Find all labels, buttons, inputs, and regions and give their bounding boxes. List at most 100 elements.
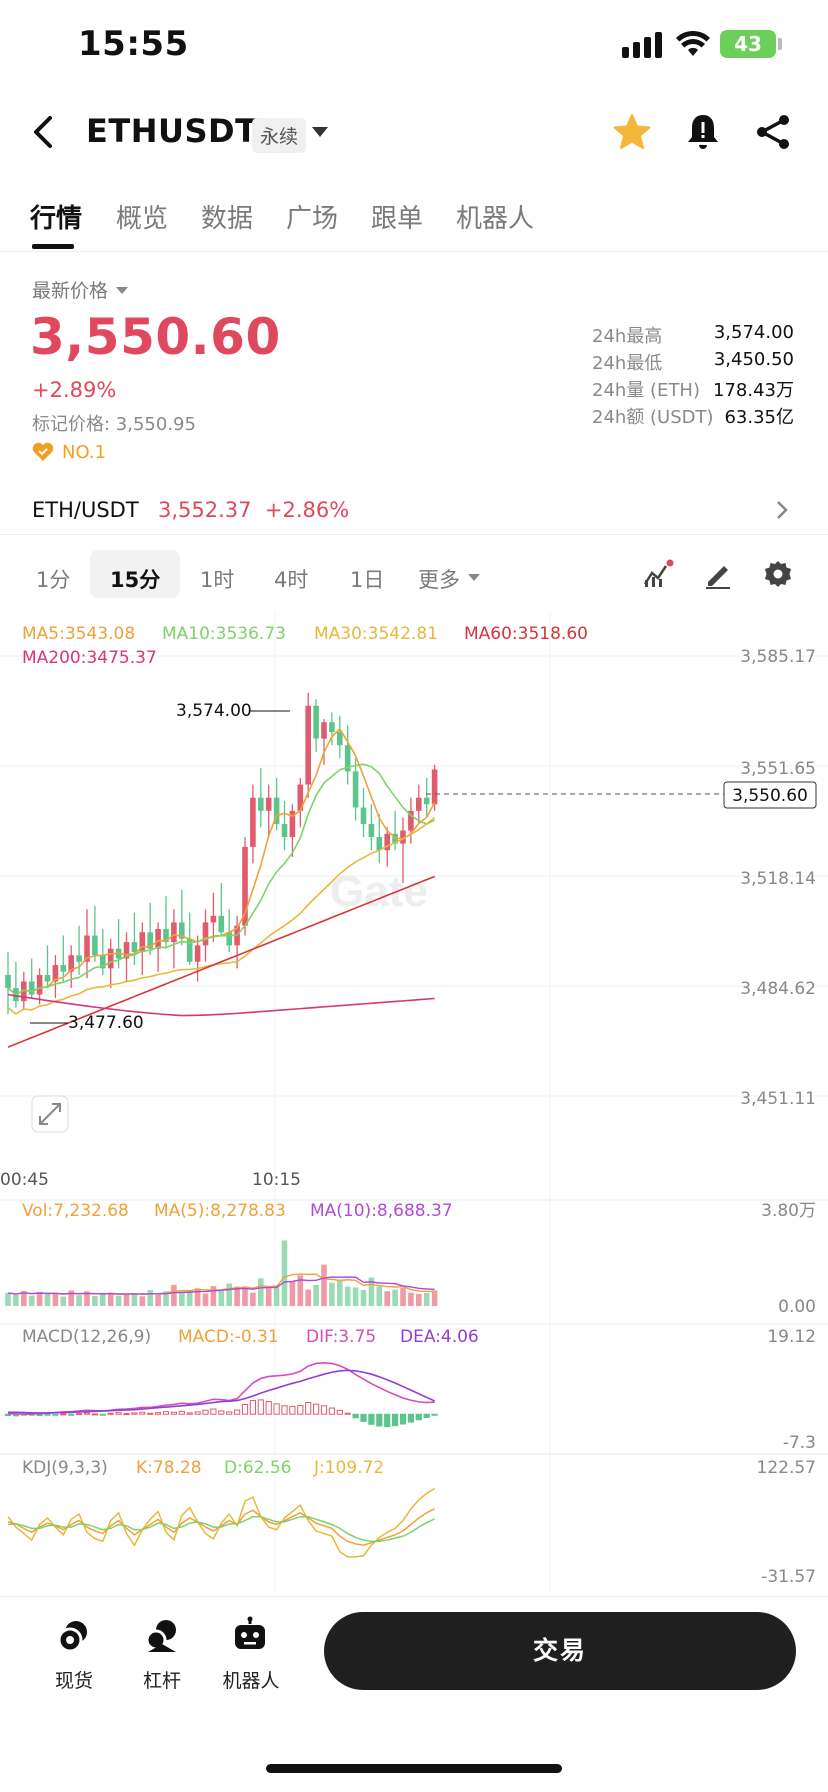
kdj-k: K:78.28: [136, 1458, 202, 1478]
volume-bar: [155, 1294, 161, 1306]
macd-hist-bar: [147, 1412, 154, 1415]
share-icon[interactable]: [754, 112, 792, 152]
tab-square[interactable]: 广场: [286, 204, 339, 234]
macd-hist-bar: [202, 1409, 209, 1415]
timeframe-more[interactable]: 更多: [418, 568, 460, 592]
macd-hist-bar: [60, 1413, 67, 1416]
macd-dif-line: [7, 1362, 435, 1416]
timeframe-1m[interactable]: 1分: [36, 568, 71, 592]
tab-market[interactable]: 行情: [30, 204, 83, 234]
more-caret-icon[interactable]: [468, 574, 480, 581]
candle-body: [194, 945, 201, 962]
macd-title: MACD(12,26,9): [22, 1327, 151, 1347]
candle-body: [147, 932, 153, 949]
volume-bar: [344, 1286, 351, 1306]
timeframe-4h[interactable]: 4时: [274, 568, 309, 592]
candle-body: [431, 769, 438, 805]
hot-rank-icon: [32, 442, 54, 461]
volume-bar: [186, 1290, 193, 1306]
price-alert-bell-icon[interactable]: [684, 112, 722, 152]
ma-lines: [7, 727, 436, 1048]
candle-body: [250, 797, 256, 847]
nav-bots[interactable]: 机器人: [222, 1670, 280, 1692]
volume-bar: [28, 1295, 35, 1306]
macd-hist-bar: [392, 1413, 399, 1427]
kdj-y-min: -31.57: [761, 1567, 816, 1587]
volume-bar: [392, 1289, 398, 1306]
candle-body: [265, 797, 272, 811]
rank-badge[interactable]: NO.1: [62, 442, 107, 463]
macd-hist-bar: [218, 1410, 225, 1415]
ma200-legend: MA200:3475.37: [22, 648, 157, 668]
macd-hist-bar: [415, 1413, 422, 1421]
timeframe-active-bg: [90, 550, 180, 598]
margin-icon[interactable]: [142, 1616, 182, 1656]
indicators-icon[interactable]: [642, 558, 674, 590]
volume-bar: [44, 1294, 51, 1306]
macd-hist-bar: [313, 1403, 320, 1415]
kline-chart[interactable]: Gate MA5:3543.08 MA10:3536.73 MA30:3542.…: [0, 612, 828, 1592]
spot-pair-label[interactable]: ETH/USDT: [32, 498, 139, 522]
pair-dropdown-caret-icon[interactable]: [312, 127, 328, 137]
tab-copy-trading[interactable]: 跟单: [371, 204, 424, 234]
contract-type-badge[interactable]: 永续: [252, 118, 307, 153]
latest-price-label[interactable]: 最新价格: [32, 280, 109, 302]
kdj-title: KDJ(9,3,3): [22, 1458, 108, 1478]
candle-body: [305, 705, 311, 785]
volume-bar: [13, 1294, 19, 1306]
macd-hist-bar: [234, 1409, 241, 1415]
back-arrow-icon[interactable]: [28, 112, 58, 152]
chart-grid: [0, 612, 828, 1592]
candle-body: [5, 974, 11, 989]
candle-body: [218, 915, 225, 933]
pair-title[interactable]: ETHUSDT: [86, 112, 258, 150]
volume-bar: [368, 1277, 375, 1306]
home-indicator[interactable]: [266, 1764, 562, 1773]
timeframe-1h[interactable]: 1时: [200, 568, 235, 592]
timeframe-1d[interactable]: 1日: [350, 568, 385, 592]
macd-hist-bar: [399, 1413, 407, 1425]
volume-bar: [321, 1264, 327, 1306]
candle-body: [360, 807, 367, 824]
macd-hist-bar: [210, 1408, 217, 1415]
tab-overview[interactable]: 概览: [116, 204, 169, 234]
macd-panel: [4, 1362, 438, 1428]
kdj-d: D:62.56: [224, 1458, 292, 1478]
spot-icon[interactable]: [54, 1616, 94, 1656]
main-tabs: 行情 概览 数据 广场 跟单 机器人: [0, 192, 828, 250]
candle-body: [337, 732, 343, 746]
candle-body: [313, 705, 319, 739]
nav-spot[interactable]: 现货: [54, 1670, 93, 1692]
candle-body: [171, 922, 177, 943]
macd-hist-bar: [76, 1413, 83, 1416]
chart-settings-gear-icon[interactable]: [762, 558, 794, 590]
tab-data[interactable]: 数据: [201, 204, 254, 234]
stat-turnover-label: 24h额 (USDT): [592, 407, 714, 428]
volume-bar: [179, 1292, 185, 1306]
volume-bar: [376, 1286, 383, 1306]
price-type-caret-icon[interactable]: [116, 287, 128, 294]
tab-bots[interactable]: 机器人: [456, 204, 535, 234]
macd-dea-line: [8, 1369, 435, 1414]
macd-hist-bar: [344, 1412, 351, 1415]
ma5-line: [7, 727, 436, 996]
timeframe-15m[interactable]: 15分: [110, 568, 161, 592]
robot-icon[interactable]: [230, 1616, 270, 1656]
volume-bar: [337, 1280, 343, 1306]
macd-hist-bar: [360, 1413, 367, 1422]
volume-bar: [210, 1286, 217, 1306]
draw-pen-icon[interactable]: [702, 558, 734, 590]
spot-change: +2.86%: [264, 498, 350, 522]
candle-body: [384, 833, 390, 851]
nav-margin[interactable]: 杠杆: [142, 1670, 181, 1692]
tabs-divider: [0, 251, 828, 252]
favorite-star-icon[interactable]: [612, 112, 652, 152]
volume-bar: [68, 1290, 74, 1306]
trade-button[interactable]: 交易: [324, 1612, 796, 1690]
ma30-legend: MA30:3542.81: [314, 624, 438, 644]
status-time: 15:55: [78, 24, 189, 64]
spot-pair-price[interactable]: 3,552.37 +2.86%: [158, 498, 349, 522]
chevron-right-icon[interactable]: [774, 498, 790, 522]
fullscreen-icon[interactable]: [31, 1095, 69, 1133]
macd-hist-bar: [273, 1403, 280, 1415]
